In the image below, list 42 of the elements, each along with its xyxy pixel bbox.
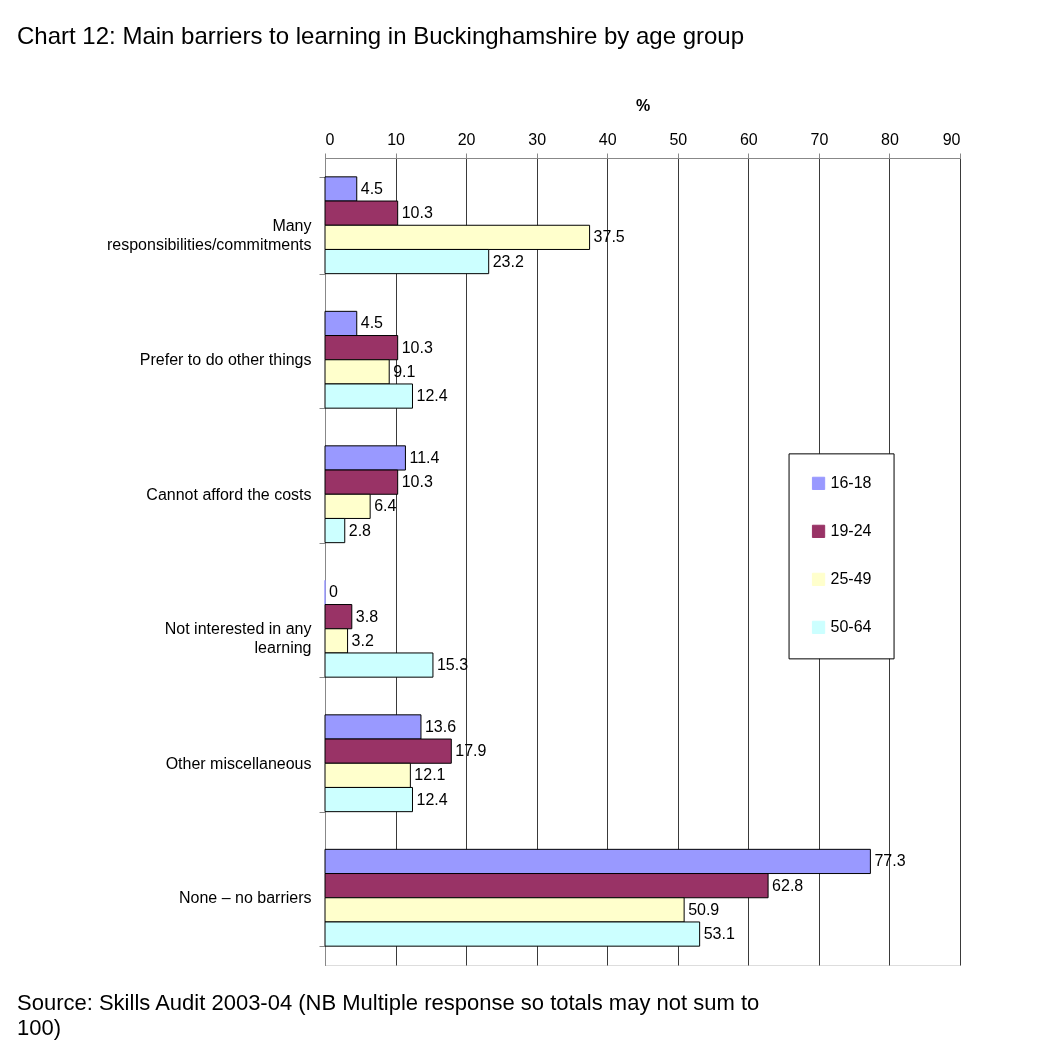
- data-label: 3.8: [355, 607, 379, 625]
- data-label: 6.4: [374, 497, 397, 515]
- x-tick-label: 60: [739, 130, 758, 148]
- data-label: 10.3: [401, 473, 433, 491]
- y-tick-label: Not interested in any learning: [164, 620, 312, 657]
- data-label: 10.3: [401, 204, 433, 222]
- y-tick-label: Cannot afford the costs: [146, 485, 312, 503]
- data-label: 2.8: [348, 521, 372, 539]
- data-label: 50.9: [688, 900, 720, 918]
- legend-label: 50-64: [830, 618, 872, 636]
- x-tick-label: 0: [325, 130, 335, 148]
- x-tick-label: 70: [810, 130, 829, 148]
- x-tick-label: 20: [457, 130, 476, 148]
- data-label: 62.8: [772, 876, 804, 894]
- x-tick-label: 40: [598, 130, 617, 148]
- x-axis-title: %: [635, 96, 651, 114]
- source-note: Source: Skills Audit 2003-04 (NB Multiple response so totals may not sum to 100): [17, 990, 760, 1040]
- data-label: 11.4: [409, 448, 440, 466]
- y-tick-label: Prefer to do other things: [139, 351, 312, 369]
- x-tick-label: 10: [387, 130, 406, 148]
- data-label: 12.4: [416, 790, 448, 808]
- data-label: 0: [329, 583, 338, 601]
- legend-label: 16-18: [830, 474, 872, 492]
- data-label: 12.4: [416, 387, 448, 405]
- data-label: 3.2: [351, 631, 374, 649]
- legend-label: 19-24: [830, 522, 872, 540]
- data-label: 23.2: [492, 252, 524, 270]
- y-tick-label: Many responsibilities/commitments: [106, 216, 312, 253]
- data-label: 4.5: [360, 179, 384, 197]
- x-tick-label: 80: [881, 130, 899, 148]
- x-tick-label: 90: [942, 130, 961, 148]
- data-label: 53.1: [703, 925, 735, 943]
- y-tick-label: Other miscellaneous: [165, 754, 312, 772]
- data-label: 10.3: [401, 338, 433, 356]
- data-label: 13.6: [424, 717, 457, 735]
- x-tick-label: 50: [669, 130, 688, 148]
- y-tick-label: None – no barriers: [178, 889, 312, 907]
- legend-label: 25-49: [830, 570, 872, 588]
- x-tick-label: 30: [528, 130, 547, 148]
- chart-title: Chart 12: Main barriers to learning in Buckinghamshire by age group: [17, 22, 745, 49]
- data-label: 4.5: [360, 314, 384, 332]
- data-label: 12.1: [414, 766, 446, 784]
